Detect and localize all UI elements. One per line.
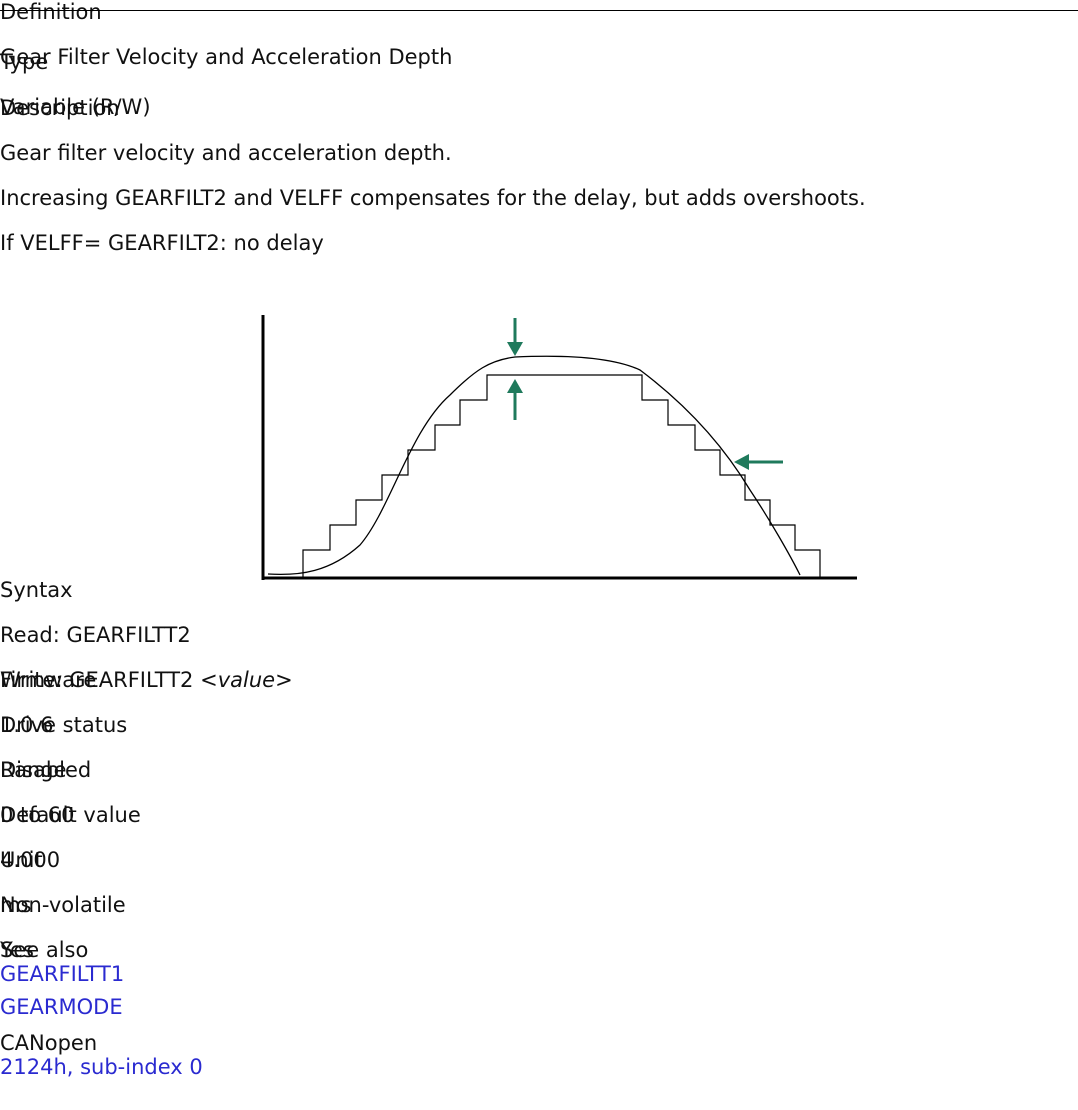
- table-row: Unit ms: [0, 848, 1078, 917]
- value-line: ms: [0, 893, 32, 917]
- link[interactable]: 2124h, sub-index 0: [0, 1055, 203, 1079]
- top-rule: [0, 10, 1078, 11]
- link[interactable]: GEARFILTT1: [0, 962, 125, 986]
- row-value: 1.0.6: [0, 713, 1078, 737]
- row-label: Definition: [0, 0, 102, 24]
- table-row: Type Variable (R/W): [0, 50, 1078, 119]
- table-row: Non-volatile Yes: [0, 893, 1078, 962]
- table-row: Definition Gear Filter Velocity and Accel…: [0, 0, 1078, 69]
- row-label: Default value: [0, 803, 141, 827]
- row-value: 2124h, sub-index 0: [0, 1055, 1078, 1079]
- row-label: Non-volatile: [0, 893, 126, 917]
- value-line: Gear filter velocity and acceleration de…: [0, 141, 452, 165]
- table-row: Description Gear filter velocity and acce…: [0, 96, 1078, 578]
- row-label: Firmware: [0, 668, 97, 692]
- row-value: GEARFILTT1 GEARMODE: [0, 962, 1078, 1019]
- table-row: Default value 4.000: [0, 803, 1078, 872]
- value-line: 4.000: [0, 848, 61, 872]
- table-row: Firmware 1.0.6: [0, 668, 1078, 737]
- row-value: Variable (R/W): [0, 95, 1078, 119]
- row-value: Gear Filter Velocity and Acceleration De…: [0, 45, 1078, 69]
- filter-diagram: [261, 315, 857, 580]
- table-row: See also GEARFILTT1 GEARMODE: [0, 938, 1078, 1031]
- row-label: Type: [0, 50, 49, 74]
- row-label: Description: [0, 96, 120, 120]
- row-label: See also: [0, 938, 89, 962]
- value-line: Variable (R/W): [0, 95, 151, 119]
- row-value: ms: [0, 893, 1078, 917]
- value-text: >: [275, 668, 293, 692]
- row-label: Syntax: [0, 578, 73, 602]
- row-value: 0 to 60: [0, 803, 1078, 827]
- row-label: Unit: [0, 848, 43, 872]
- value-line: 1.0.6: [0, 713, 54, 737]
- row-value: Gear filter velocity and acceleration de…: [0, 141, 1078, 255]
- value-line: If VELFF= GEARFILT2: no delay: [0, 231, 324, 255]
- value-line: Yes: [0, 938, 34, 962]
- value-line: Increasing GEARFILT2 and VELFF compensat…: [0, 186, 866, 210]
- row-label: CANopen: [0, 1031, 98, 1055]
- row-value: Yes: [0, 938, 1078, 962]
- row-value: Disabled: [0, 758, 1078, 782]
- value-line: 0 to 60: [0, 803, 75, 827]
- link[interactable]: GEARMODE: [0, 995, 123, 1019]
- row-label: Drive status: [0, 713, 128, 737]
- value-line: Write: GEARFILTT2 <value>: [0, 668, 1078, 692]
- value-text: Write: GEARFILTT2 <: [0, 668, 218, 692]
- table-row: CANopen 2124h, sub-index 0: [0, 1031, 1078, 1098]
- value-line: Gear Filter Velocity and Acceleration De…: [0, 45, 453, 69]
- row-label: Range: [0, 758, 67, 782]
- row-value: Read: GEARFILTT2 Write: GEARFILTT2 <value…: [0, 623, 1078, 692]
- value-line: Read: GEARFILTT2: [0, 623, 191, 647]
- table-row: Range 0 to 60: [0, 758, 1078, 827]
- table-row: Syntax Read: GEARFILTT2 Write: GEARFILTT2 …: [0, 578, 1078, 692]
- table-row: Drive status Disabled: [0, 713, 1078, 782]
- value-emphasis: value: [217, 668, 276, 692]
- row-value: 4.000: [0, 848, 1078, 872]
- value-line: Disabled: [0, 758, 92, 782]
